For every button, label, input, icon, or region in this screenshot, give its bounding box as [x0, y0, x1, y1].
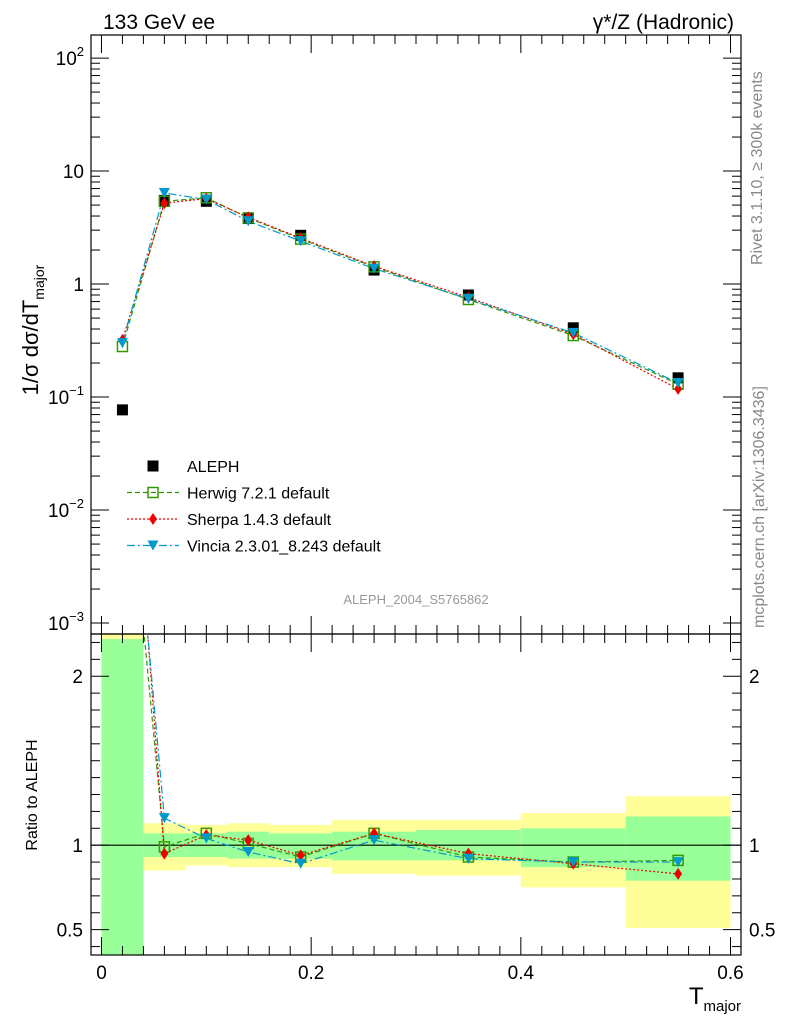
ratio-point-vincia-2 — [200, 833, 212, 844]
ratio-bands — [101, 634, 731, 955]
main-y-axis-label-sub: major — [31, 264, 47, 299]
main-y-axis-label-main: 1/σ dσ/dT — [18, 300, 43, 396]
ratio-y-axis-label: Ratio to ALEPH — [24, 739, 41, 850]
main-point-vincia-8 — [672, 378, 684, 389]
ratio-y-tick-label-right-2: 2 — [749, 667, 760, 688]
legend-marker-sherpa — [149, 513, 157, 525]
legend: ALEPH Herwig 7.2.1 default Sherpa 1.4.3 de… — [127, 459, 381, 556]
rivet-side-label: Rivet 3.1.10, ≥ 300k events — [749, 71, 766, 265]
main-point-vincia-5 — [368, 263, 380, 274]
ratio-point-sherpa-1 — [160, 847, 169, 860]
ratio-point-vincia-5 — [368, 835, 380, 846]
main-point-aleph-0 — [116, 404, 128, 416]
main-y-tick-label-1: 10−2 — [48, 496, 84, 522]
analysis-label: ALEPH_2004_S5765862 — [343, 592, 488, 607]
main-point-vincia-7 — [567, 327, 579, 338]
ratio-point-vincia-7 — [567, 857, 579, 868]
ratio-y-tick-label-1: 1 — [72, 836, 83, 857]
main-point-sherpa-1 — [160, 197, 169, 210]
ratio-line-vincia — [147, 634, 679, 865]
main-line-herwig — [121, 197, 679, 385]
mcplots-side-label: mcplots.cern.ch [arXiv:1306.3436] — [751, 386, 768, 628]
main-y-tick-label-0: 10−3 — [48, 609, 84, 635]
series-lines — [121, 192, 679, 875]
main-point-sherpa-8 — [674, 382, 683, 395]
ratio-point-sherpa-8 — [674, 867, 683, 880]
series-markers — [116, 187, 684, 880]
ratio-y-tick-label-2: 2 — [72, 667, 83, 688]
x-axis-label-main: T — [689, 983, 704, 1010]
main-line-sherpa — [121, 198, 679, 390]
ratio-point-vincia-4 — [295, 858, 307, 869]
legend-label-vincia: Vincia 2.3.01_8.243 default — [187, 539, 381, 556]
header-right-label: γ*/Z (Hadronic) — [593, 11, 734, 34]
legend-label-herwig: Herwig 7.2.1 default — [187, 486, 330, 503]
legend-label-sherpa: Sherpa 1.4.3 default — [187, 512, 332, 529]
ratio-y-tick-label-right-0: 0.5 — [749, 921, 775, 942]
main-point-aleph-7 — [567, 322, 579, 334]
x-tick-label-0: 0 — [96, 963, 107, 984]
ratio-line-sherpa — [147, 634, 679, 875]
ratio-point-sherpa-4 — [296, 849, 305, 862]
main-y-tick-label-2: 10−1 — [48, 383, 84, 409]
x-tick-label-2: 0.4 — [508, 963, 535, 984]
header-left-label: 133 GeV ee — [103, 11, 215, 34]
ratio-band-inner-0 — [101, 639, 144, 955]
x-tick-label-3: 0.6 — [717, 963, 743, 984]
main-y-tick-label-5: 102 — [56, 44, 84, 70]
legend-label-aleph: ALEPH — [187, 459, 239, 476]
main-line-vincia — [121, 192, 679, 384]
axis-ticks: 10−3 10−2 10−1 1 10 102 0.5 0.5 1 1 2 2 0 0.2 0.4 0.6 — [48, 35, 775, 984]
main-y-axis-label: 1/σ dσ/dTmajor — [18, 264, 47, 395]
main-point-aleph-8 — [672, 372, 684, 384]
main-point-vincia-2 — [200, 194, 212, 205]
ratio-point-vincia-8 — [672, 857, 684, 868]
main-point-vincia-1 — [158, 187, 170, 198]
x-axis-label-sub: major — [703, 998, 741, 1015]
main-y-tick-label-4: 10 — [63, 162, 84, 183]
main-point-vincia-4 — [295, 236, 307, 247]
main-y-tick-label-3: 1 — [73, 275, 84, 296]
main-point-vincia-3 — [242, 216, 254, 227]
legend-marker-vincia — [147, 540, 159, 551]
main-point-vincia-0 — [116, 338, 128, 349]
legend-marker-aleph — [147, 460, 159, 472]
main-point-vincia-6 — [462, 293, 474, 304]
ratio-y-tick-label-right-1: 1 — [749, 836, 760, 857]
ratio-point-vincia-1 — [158, 813, 170, 824]
x-axis-label: Tmajor — [689, 983, 741, 1015]
ratio-y-tick-label-0: 0.5 — [57, 921, 83, 942]
legend-marker-herwig — [147, 486, 159, 499]
ratio-point-vincia-3 — [242, 846, 254, 857]
x-tick-label-1: 0.2 — [298, 963, 324, 984]
ratio-point-sherpa-3 — [244, 834, 253, 847]
ratio-point-vincia-6 — [462, 853, 474, 864]
